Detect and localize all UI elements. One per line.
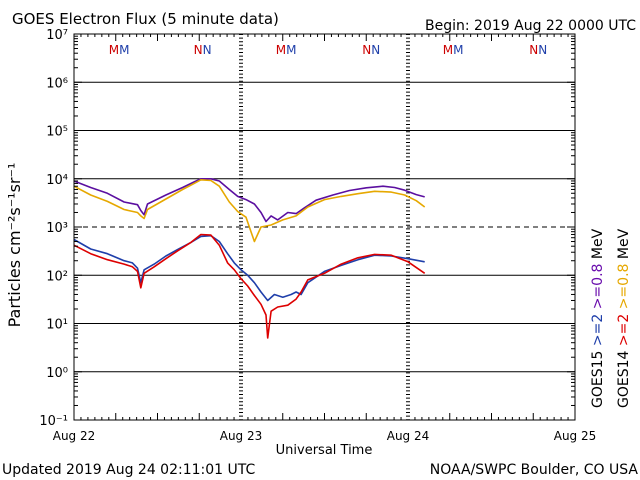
top-marker-letter: M	[286, 43, 296, 57]
top-marker-letter: M	[276, 43, 286, 57]
legend-text: GOES14	[616, 350, 632, 408]
x-tick-label: Aug 24	[387, 429, 430, 443]
legend-column-goes14: GOES14 >=2 >=0.8 MeV	[616, 228, 632, 408]
series-goes15-0-8-mev	[73, 178, 425, 223]
plot-frame	[73, 33, 576, 421]
y-tick-label: 10⁻¹	[39, 414, 68, 429]
legend-column-goes15: GOES15 >=2 >=0.8 MeV	[590, 228, 606, 408]
top-marker-letter: N	[194, 43, 203, 57]
top-marker-letter: N	[203, 43, 212, 57]
top-marker-letter: N	[362, 43, 371, 57]
top-marker: NN	[529, 43, 547, 57]
y-axis-label: Particles cm⁻²s⁻¹sr⁻¹	[5, 163, 24, 328]
y-tick-label: 10¹	[46, 318, 68, 333]
x-tick-label: Aug 25	[554, 429, 597, 443]
legend-text: >=2	[590, 314, 606, 351]
x-axis-label: Universal Time	[276, 443, 373, 458]
legend-text: >=0.8	[590, 264, 606, 314]
top-marker-letter: M	[443, 43, 453, 57]
legend-text: MeV	[616, 228, 632, 263]
y-tick-label: 10⁶	[46, 76, 68, 91]
legend-text: GOES15	[590, 351, 606, 408]
top-marker-letter: N	[529, 43, 538, 57]
top-marker: MM	[443, 43, 464, 57]
top-marker: MM	[276, 43, 297, 57]
y-tick-label: 10⁷	[46, 28, 68, 43]
series-goes14-2-mev	[73, 233, 426, 339]
credit-label: NOAA/SWPC Boulder, CO USA	[430, 462, 639, 478]
y-tick-label: 10³	[46, 221, 68, 236]
y-tick-label: 10⁵	[46, 125, 68, 140]
top-marker-letter: M	[453, 43, 463, 57]
series-goes15-2-mev	[73, 234, 425, 302]
series-goes14-0-8-mev	[73, 179, 426, 243]
begin-time-label: Begin: 2019 Aug 22 0000 UTC	[425, 18, 636, 34]
top-marker: NN	[194, 43, 212, 57]
top-marker-letter: N	[371, 43, 380, 57]
x-tick-label: Aug 23	[220, 429, 263, 443]
y-tick-label: 10²	[46, 269, 68, 284]
top-marker-letter: N	[538, 43, 547, 57]
legend-text: >=2	[616, 314, 632, 351]
top-marker: MM	[109, 43, 130, 57]
legend-text: >=0.8	[616, 264, 632, 314]
y-tick-label: 10⁰	[46, 366, 68, 381]
top-marker: NN	[362, 43, 380, 57]
top-marker-letter: M	[119, 43, 129, 57]
updated-timestamp: Updated 2019 Aug 24 02:11:01 UTC	[2, 462, 255, 478]
top-marker-letter: M	[109, 43, 119, 57]
x-tick-label: Aug 22	[53, 429, 96, 443]
chart-title: GOES Electron Flux (5 minute data)	[12, 10, 279, 28]
legend-text: MeV	[590, 228, 606, 263]
y-tick-label: 10⁴	[46, 173, 68, 188]
